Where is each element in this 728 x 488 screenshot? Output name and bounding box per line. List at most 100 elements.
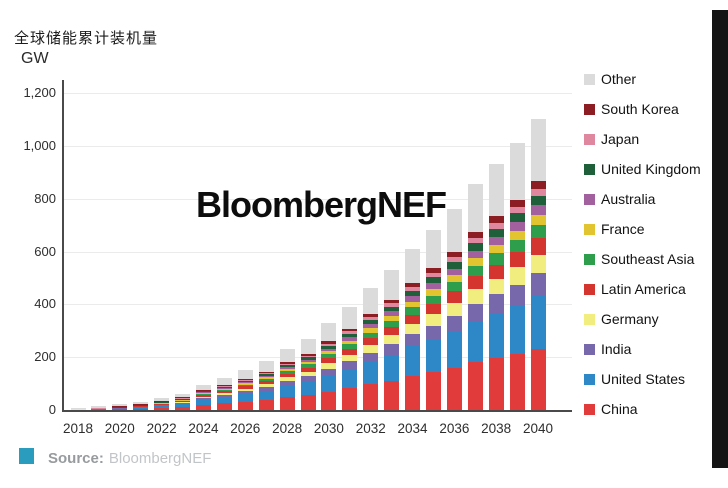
legend-label: Southeast Asia (601, 251, 695, 267)
segment-united-states (488, 312, 504, 359)
gridline-200 (62, 357, 572, 359)
segment-australia (154, 402, 170, 404)
legend-swatch-france (584, 223, 595, 235)
segment-united-states (258, 390, 274, 400)
segment-china (258, 399, 274, 410)
segment-united-states (300, 381, 316, 395)
segment-india (425, 325, 441, 339)
segment-japan (300, 355, 316, 358)
segment-southeast-asia (363, 332, 379, 339)
segment-united-kingdom (488, 228, 504, 237)
bar-2019 (91, 406, 107, 410)
segment-united-states (425, 338, 441, 373)
segment-united-states (237, 394, 253, 402)
segment-india (258, 386, 274, 391)
segment-germany (279, 377, 295, 382)
x-tick-label-2030: 2030 (313, 421, 344, 436)
segment-france (530, 214, 546, 225)
legend-label: United Kingdom (601, 161, 701, 177)
segment-latin-america (237, 386, 253, 389)
bar-2031 (342, 306, 358, 410)
segment-united-kingdom (321, 345, 337, 349)
legend-swatch-germany (584, 313, 595, 325)
segment-other (175, 393, 191, 398)
segment-united-kingdom (425, 277, 441, 284)
legend-label: Japan (601, 131, 640, 147)
segment-southeast-asia (405, 307, 421, 315)
segment-france (446, 275, 462, 283)
segment-latin-america (488, 264, 504, 279)
segment-united-states (530, 295, 546, 349)
segment-germany (300, 371, 316, 377)
legend-label: South Korea (601, 101, 679, 117)
segment-latin-america (175, 401, 191, 403)
segment-southeast-asia (488, 253, 504, 265)
segment-united-kingdom (446, 261, 462, 269)
segment-latin-america (467, 276, 483, 290)
segment-germany (216, 393, 232, 396)
segment-china (195, 404, 211, 410)
x-tick-label-2024: 2024 (188, 421, 219, 436)
segment-japan (216, 385, 232, 387)
x-axis (62, 410, 572, 412)
segment-india (530, 273, 546, 296)
segment-australia (300, 359, 316, 362)
segment-southeast-asia (530, 224, 546, 239)
legend-item-other: Other (584, 64, 701, 94)
segment-south-korea (300, 353, 316, 356)
segment-china (363, 384, 379, 410)
segment-other (154, 398, 170, 401)
segment-china (405, 376, 421, 410)
segment-other (405, 248, 421, 283)
segment-south-korea (363, 314, 379, 318)
y-tick-label-600: 600 (34, 243, 56, 259)
segment-south-korea (112, 406, 128, 407)
bar-2035 (425, 230, 441, 410)
bar-2033 (384, 269, 400, 410)
segment-japan (342, 331, 358, 334)
segment-india (405, 334, 421, 347)
legend-swatch-china (584, 403, 595, 415)
segment-other (258, 361, 274, 372)
legend-item-china: China (584, 394, 701, 424)
segment-france (342, 340, 358, 345)
segment-australia (384, 311, 400, 316)
segment-other (321, 322, 337, 342)
legend-swatch-japan (584, 133, 595, 145)
segment-france (216, 388, 232, 390)
segment-united-states (342, 369, 358, 389)
source-logo-icon (19, 448, 34, 464)
segment-france (175, 400, 191, 401)
segment-india (509, 284, 525, 305)
segment-other (195, 384, 211, 390)
bar-2024 (195, 384, 211, 410)
segment-germany (488, 278, 504, 295)
x-tick-label-2028: 2028 (272, 421, 303, 436)
segment-united-states (384, 354, 400, 381)
legend-label: Germany (601, 311, 659, 327)
x-tick-label-2022: 2022 (146, 421, 177, 436)
segment-france (363, 328, 379, 333)
legend-label: Other (601, 71, 637, 87)
legend-item-india: India (584, 334, 701, 364)
segment-southeast-asia (509, 239, 525, 253)
segment-united-states (112, 408, 128, 410)
x-tick-label-2026: 2026 (230, 421, 261, 436)
segment-other (91, 406, 107, 408)
segment-france (195, 393, 211, 394)
segment-southeast-asia (425, 295, 441, 304)
legend-swatch-united-states (584, 373, 595, 385)
segment-united-kingdom (237, 380, 253, 383)
segment-china (488, 358, 504, 410)
segment-other (488, 164, 504, 217)
segment-germany (258, 383, 274, 387)
segment-south-korea (467, 232, 483, 238)
segment-united-kingdom (279, 365, 295, 368)
segment-south-korea (91, 407, 107, 409)
segment-australia (216, 387, 232, 389)
segment-united-kingdom (195, 391, 211, 393)
segment-india (467, 303, 483, 321)
segment-united-states (279, 385, 295, 398)
segment-australia (530, 205, 546, 215)
